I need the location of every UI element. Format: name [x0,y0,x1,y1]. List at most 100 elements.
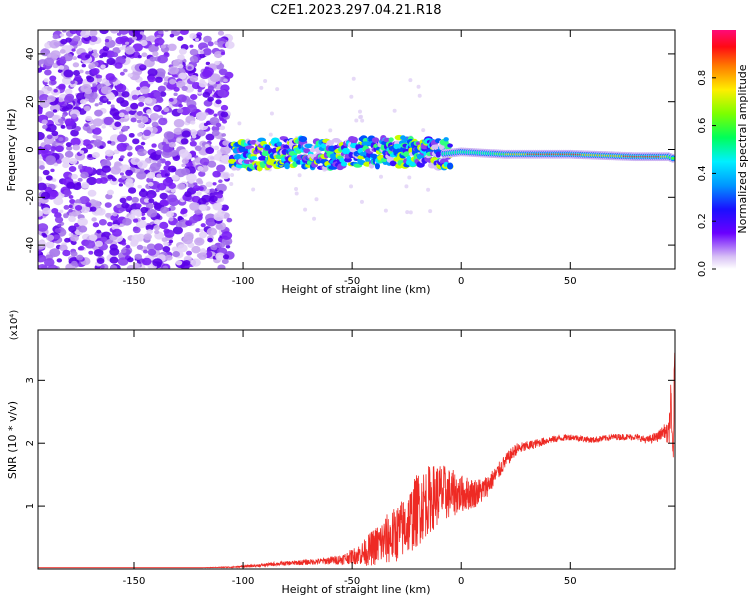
spectrogram-noise-cell [158,39,165,44]
spectrogram-signal-cell [260,155,267,161]
spectrogram-noise-cell [88,250,94,255]
spectrogram-noise-cell [62,30,67,33]
spectrogram-noise-cell [90,206,97,212]
spectrogram-noise-cell [70,113,78,119]
spectrogram-signal-cell [250,156,258,161]
spectrogram-noise-cell [191,134,197,139]
spectrogram-noise-cell [38,68,43,73]
spectrogram-noise-cell [203,67,214,76]
spectrogram-noise-cell [163,52,169,56]
spectrogram-noise-cell [187,66,192,70]
snr-x-tick-label: -100 [232,576,255,587]
spectrogram-noise-cell [157,30,164,35]
spectrogram-noise-cell [50,146,57,151]
spectrogram-noise-cell [209,195,218,203]
spectrogram-noise-cell [221,231,233,240]
spectrogram-faint-cell [421,128,426,133]
spectrogram-noise-cell [93,139,103,147]
colorbar-tick-label: 0.0 [697,261,708,277]
spectrogram-noise-cell [119,197,127,204]
spectrogram-noise-cell [70,240,77,246]
spectrogram-noise-cell [178,72,187,80]
spectrogram-noise-cell [209,188,216,193]
spectrogram-signal-cell [389,160,397,167]
spectrogram-noise-cell [200,248,206,253]
spectrogram-signal-cell [403,151,411,158]
spectrogram-noise-cell [71,173,78,180]
spectrogram-noise-cell [210,244,218,251]
spectrogram-faint-cell [294,187,299,192]
spectrogram-noise-cell [220,51,226,56]
spectrogram-noise-cell [87,47,93,52]
spectrogram-noise-cell [74,199,82,205]
spectrogram-noise-cell [183,260,191,266]
spectrogram-noise-cell [221,258,229,265]
spectrogram-noise-cell [141,52,148,58]
spectrogram-noise-cell [95,240,103,247]
spectrogram-noise-cell [144,97,153,104]
spectrogram-noise-cell [151,121,159,128]
spectrogram-noise-cell [137,54,142,59]
spectrogram-faint-cell [358,115,363,120]
spectrogram-noise-cell [216,164,226,172]
spectrogram-noise-cell [116,142,128,152]
spectrogram-noise-cell [205,147,215,155]
spectrogram-noise-cell [167,165,177,173]
spectrogram-noise-cell [107,174,114,180]
spectrogram-noise-cell [198,80,208,88]
spectrogram-noise-cell [217,89,227,97]
spectrogram-noise-cell [154,106,159,111]
spectrogram-y-tick-label: 20 [25,95,36,108]
spectrogram-noise-cell [105,212,112,218]
spectrogram-signal-cell [264,144,271,151]
spectrogram-noise-cell [190,120,196,125]
spectrogram-noise-cell [177,244,188,253]
spectrogram-noise-cell [148,198,155,204]
spectrogram-noise-cell [116,203,122,208]
spectrogram-noise-cell [78,166,83,170]
spectrogram-noise-cell [62,249,71,257]
spectrogram-signal-cell [388,137,394,143]
spectrogram-noise-cell [98,75,103,79]
spectrogram-noise-cell [175,168,186,178]
snr-x-ticks: -150 -100 -50 0 50 [123,330,577,587]
spectrogram-noise-cell [137,160,148,169]
spectrogram-cells [38,30,675,269]
spectrogram-noise-cell [59,209,64,214]
spectrogram-faint-cell [328,128,333,133]
spectrogram-noise-cell [59,58,67,65]
spectrogram-noise-cell [77,177,83,182]
spectrogram-noise-cell [131,196,139,203]
spectrogram-noise-cell [78,225,88,233]
spectrogram-noise-cell [223,78,228,83]
spectrogram-noise-cell [50,50,61,59]
spectrogram-noise-cell [61,156,71,164]
spectrogram-noise-cell [181,130,191,138]
spectrogram-noise-cell [111,177,117,182]
spectrogram-noise-cell [39,165,45,170]
spectrogram-faint-cell [297,173,302,178]
spectrogram-x-tick-label: -50 [344,276,360,287]
spectrogram-noise-cell [38,264,48,269]
spectrogram-noise-cell [197,165,204,171]
spectrogram-noise-cell [146,243,156,251]
spectrogram-signal-cell [435,151,441,158]
spectrogram-noise-cell [220,171,231,180]
spectrogram-noise-cell [225,244,231,249]
spectrogram-noise-cell [217,30,225,36]
spectrogram-noise-cell [205,61,211,66]
spectrogram-noise-cell [153,219,161,225]
snr-series-line [38,352,675,569]
spectrogram-noise-cell [193,182,198,186]
spectrogram-faint-cell [230,173,235,178]
spectrogram-noise-cell [51,130,59,137]
spectrogram-noise-cell [68,204,73,209]
spectrogram-noise-cell [68,225,77,233]
spectrogram-noise-cell [87,189,97,197]
spectrogram-noise-cell [178,149,189,158]
spectrogram-noise-cell [109,108,120,117]
spectrogram-noise-cell [90,86,98,92]
spectrogram-noise-cell [182,235,194,245]
spectrogram-noise-cell [130,102,139,110]
